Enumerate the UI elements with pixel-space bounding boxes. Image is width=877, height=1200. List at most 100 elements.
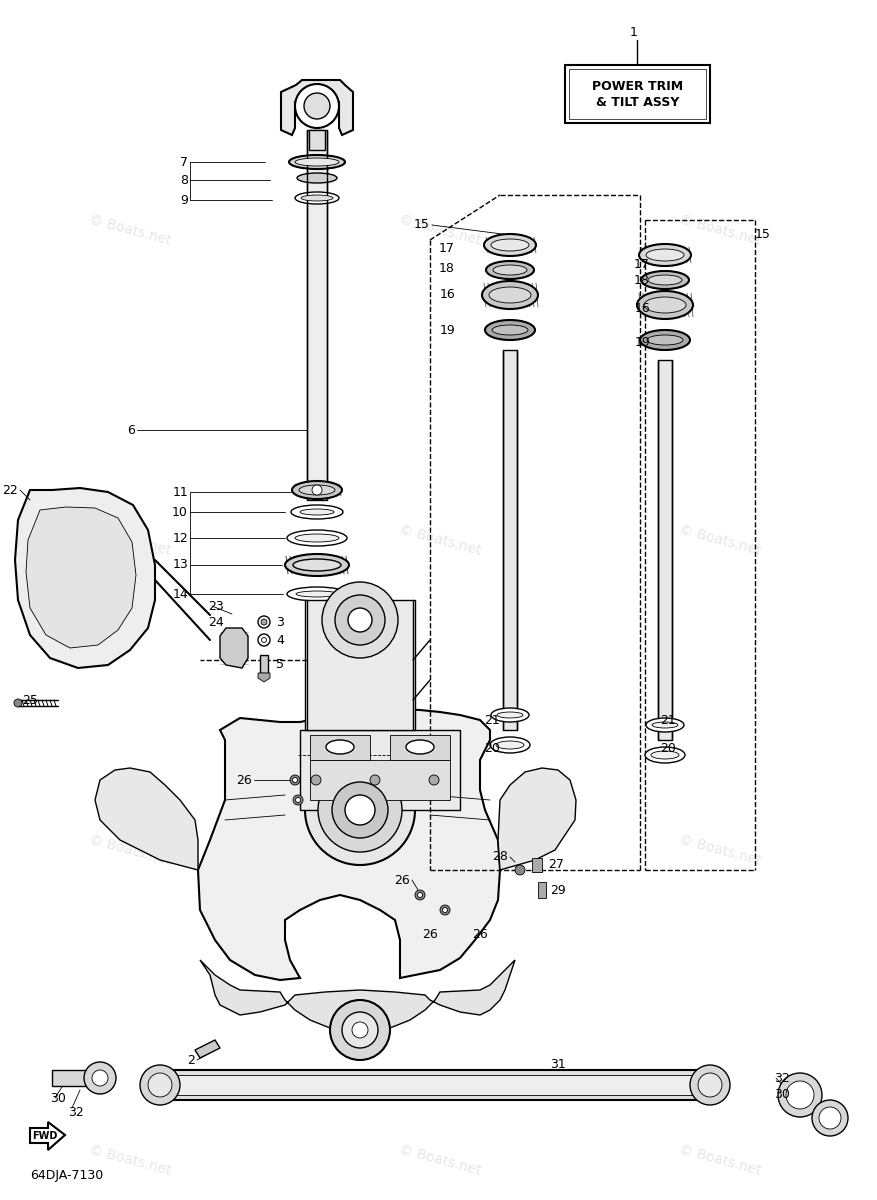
Text: 17: 17 bbox=[438, 241, 454, 254]
Text: 15: 15 bbox=[414, 218, 430, 232]
Text: 26: 26 bbox=[236, 774, 252, 786]
Polygon shape bbox=[258, 673, 270, 682]
Text: © Boats.net: © Boats.net bbox=[87, 833, 173, 868]
Circle shape bbox=[442, 907, 447, 912]
Ellipse shape bbox=[325, 740, 353, 754]
Polygon shape bbox=[195, 1040, 220, 1058]
Ellipse shape bbox=[293, 559, 340, 571]
Text: 18: 18 bbox=[633, 274, 649, 287]
Bar bbox=[160, 1070, 709, 1100]
Ellipse shape bbox=[489, 737, 530, 754]
Text: 22: 22 bbox=[3, 484, 18, 497]
Circle shape bbox=[369, 775, 380, 785]
Polygon shape bbox=[26, 506, 136, 648]
Ellipse shape bbox=[496, 712, 523, 718]
Polygon shape bbox=[497, 768, 575, 870]
Circle shape bbox=[260, 619, 267, 625]
Circle shape bbox=[304, 755, 415, 865]
Text: 30: 30 bbox=[50, 1092, 66, 1104]
Circle shape bbox=[439, 905, 450, 914]
Text: FWD: FWD bbox=[32, 1130, 57, 1141]
Circle shape bbox=[785, 1081, 813, 1109]
Circle shape bbox=[515, 865, 524, 875]
Circle shape bbox=[429, 775, 438, 785]
Text: 9: 9 bbox=[180, 193, 188, 206]
Text: 26: 26 bbox=[472, 928, 488, 941]
Ellipse shape bbox=[643, 296, 685, 313]
Circle shape bbox=[818, 1106, 840, 1129]
Circle shape bbox=[295, 84, 339, 128]
Text: © Boats.net: © Boats.net bbox=[676, 1142, 762, 1177]
Circle shape bbox=[345, 794, 374, 826]
Circle shape bbox=[415, 890, 424, 900]
Text: 13: 13 bbox=[172, 558, 188, 571]
Circle shape bbox=[311, 485, 322, 494]
Circle shape bbox=[303, 92, 330, 119]
Ellipse shape bbox=[290, 505, 343, 518]
Ellipse shape bbox=[292, 481, 342, 499]
Circle shape bbox=[293, 794, 303, 805]
Circle shape bbox=[289, 775, 300, 785]
Text: 31: 31 bbox=[549, 1058, 565, 1072]
Text: 12: 12 bbox=[172, 532, 188, 545]
Text: 27: 27 bbox=[547, 858, 563, 871]
Circle shape bbox=[14, 698, 22, 707]
Text: 28: 28 bbox=[492, 851, 508, 864]
Circle shape bbox=[777, 1073, 821, 1117]
Ellipse shape bbox=[484, 320, 534, 340]
Ellipse shape bbox=[299, 485, 335, 494]
Circle shape bbox=[84, 1062, 116, 1094]
Text: © Boats.net: © Boats.net bbox=[87, 522, 173, 558]
Polygon shape bbox=[281, 80, 353, 134]
Circle shape bbox=[92, 1070, 108, 1086]
Text: 21: 21 bbox=[484, 714, 499, 726]
Ellipse shape bbox=[301, 194, 332, 200]
Text: © Boats.net: © Boats.net bbox=[87, 212, 173, 247]
Text: 29: 29 bbox=[549, 883, 565, 896]
Text: 19: 19 bbox=[633, 336, 649, 348]
Ellipse shape bbox=[645, 746, 684, 763]
Circle shape bbox=[352, 1022, 367, 1038]
Circle shape bbox=[342, 1012, 378, 1048]
Bar bbox=[389, 734, 450, 760]
Text: 2: 2 bbox=[187, 1054, 195, 1067]
Circle shape bbox=[330, 1000, 389, 1060]
Bar bbox=[260, 655, 267, 673]
Text: © Boats.net: © Boats.net bbox=[396, 1142, 482, 1177]
Ellipse shape bbox=[640, 271, 688, 289]
Ellipse shape bbox=[638, 244, 690, 266]
Ellipse shape bbox=[287, 530, 346, 546]
Text: 5: 5 bbox=[275, 659, 283, 672]
Ellipse shape bbox=[639, 330, 689, 350]
Text: 3: 3 bbox=[275, 616, 283, 629]
Ellipse shape bbox=[645, 718, 683, 732]
Ellipse shape bbox=[287, 587, 346, 601]
Text: © Boats.net: © Boats.net bbox=[87, 1142, 173, 1177]
Text: 30: 30 bbox=[774, 1088, 789, 1102]
Ellipse shape bbox=[296, 590, 338, 596]
Ellipse shape bbox=[488, 287, 531, 302]
Bar bbox=[162, 1075, 707, 1094]
Ellipse shape bbox=[285, 554, 348, 576]
Bar bbox=[307, 130, 326, 500]
Ellipse shape bbox=[289, 155, 345, 169]
Text: 24: 24 bbox=[208, 616, 224, 629]
Circle shape bbox=[417, 893, 422, 898]
Text: 18: 18 bbox=[438, 262, 454, 275]
Text: 25: 25 bbox=[22, 694, 38, 707]
Circle shape bbox=[310, 775, 321, 785]
Text: 1: 1 bbox=[630, 25, 638, 38]
Ellipse shape bbox=[647, 275, 681, 284]
Ellipse shape bbox=[295, 192, 339, 204]
Ellipse shape bbox=[491, 325, 527, 335]
Text: 26: 26 bbox=[394, 874, 410, 887]
Ellipse shape bbox=[486, 260, 533, 278]
Text: & TILT ASSY: & TILT ASSY bbox=[595, 96, 679, 108]
Circle shape bbox=[347, 608, 372, 632]
Bar bbox=[300, 730, 460, 810]
Bar bbox=[310, 760, 450, 800]
Text: 19: 19 bbox=[438, 324, 454, 336]
Text: 10: 10 bbox=[172, 505, 188, 518]
Text: 26: 26 bbox=[422, 928, 438, 941]
Text: © Boats.net: © Boats.net bbox=[676, 522, 762, 558]
